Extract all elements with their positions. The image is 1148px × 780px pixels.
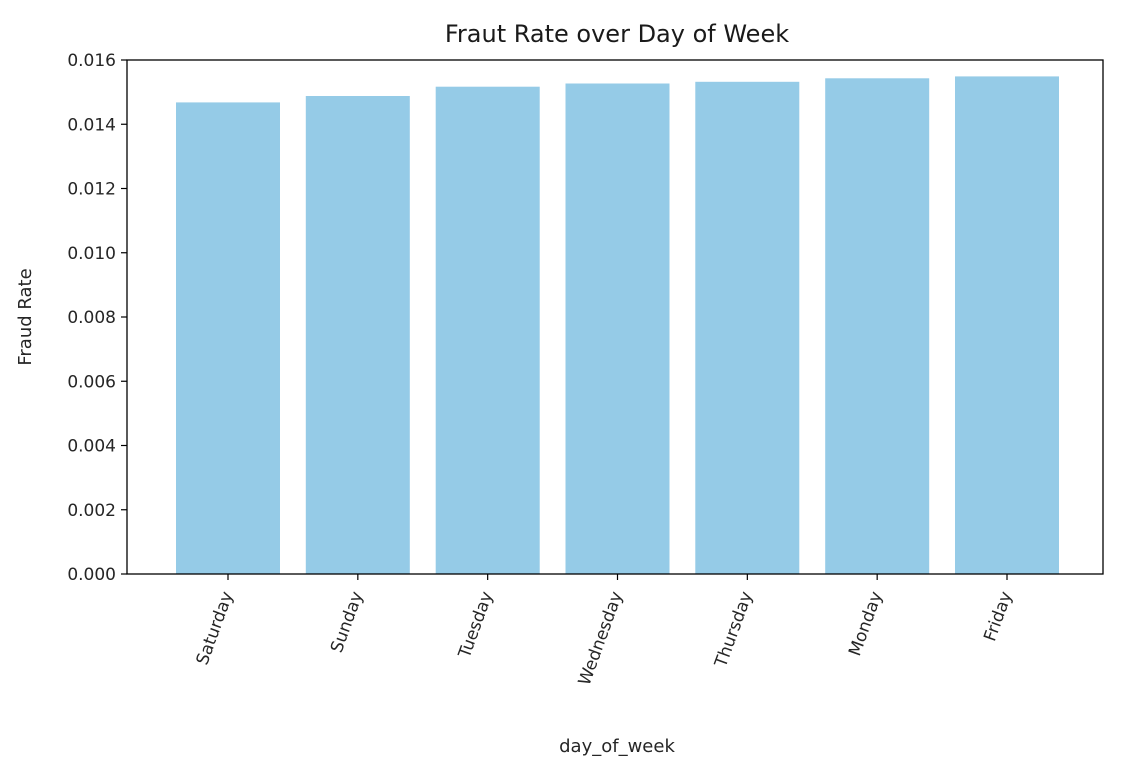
- y-tick-label: 0.004: [67, 437, 116, 457]
- x-tick-label-monday: Monday: [845, 589, 887, 659]
- x-axis-ticks: Saturday Sunday Tuesday Wednesday Thursday Mo…: [193, 574, 1017, 688]
- bar-thursday: [695, 81, 800, 575]
- bar-friday: [955, 76, 1059, 575]
- x-tick-label-tuesday: Tuesday: [455, 589, 498, 662]
- y-tick-label: 0.010: [67, 244, 116, 264]
- x-tick-label-saturday: Saturday: [193, 589, 238, 668]
- y-axis-ticks: 0.000 0.002 0.004 0.006 0.008 0.010 0.012 0.014…: [67, 51, 127, 585]
- y-tick-label: 0.002: [67, 501, 116, 521]
- y-tick-label: 0.006: [67, 372, 116, 392]
- x-tick-label-friday: Friday: [980, 589, 1016, 644]
- y-tick-label: 0.008: [67, 308, 116, 328]
- bar-sunday: [305, 96, 410, 574]
- bar-monday: [825, 78, 930, 575]
- y-tick-label: 0.000: [67, 565, 116, 585]
- plot-frame: [126, 59, 1104, 575]
- y-tick-label: 0.012: [67, 180, 116, 200]
- x-tick-label-wednesday: Wednesday: [575, 589, 627, 688]
- y-tick-label: 0.016: [67, 51, 116, 71]
- bar-saturday: [176, 102, 280, 575]
- bars: [176, 76, 1059, 575]
- x-tick-label-sunday: Sunday: [327, 589, 368, 656]
- y-axis-label: Fraud Rate: [15, 268, 36, 365]
- y-tick-label: 0.014: [67, 115, 116, 135]
- x-axis-label: day_of_week: [559, 736, 675, 757]
- x-tick-label-thursday: Thursday: [711, 589, 757, 671]
- chart-title: Fraut Rate over Day of Week: [445, 20, 789, 48]
- bar-wednesday: [565, 83, 670, 574]
- bar-tuesday: [435, 86, 540, 574]
